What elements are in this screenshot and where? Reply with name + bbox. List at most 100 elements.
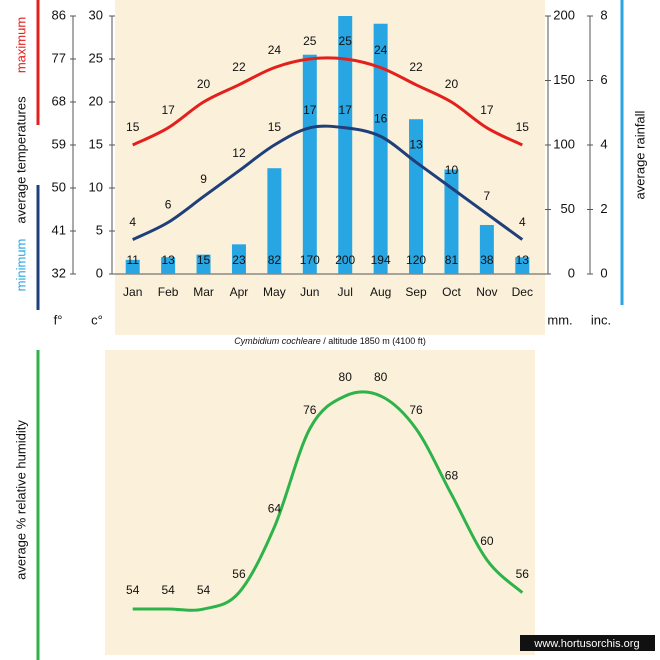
- x-tick-label: Sep: [405, 285, 427, 299]
- bar-label: 120: [406, 253, 426, 267]
- x-tick-label: Jun: [300, 285, 319, 299]
- tick-label: 0: [96, 265, 103, 280]
- bar-label: 170: [300, 253, 320, 267]
- bar: [302, 54, 317, 275]
- tick-label: 6: [600, 72, 607, 87]
- tick-label: 59: [52, 136, 66, 151]
- bar: [231, 244, 246, 274]
- tick-label: 2: [600, 201, 607, 216]
- bar-label: 11: [126, 253, 139, 267]
- point-label: 22: [409, 60, 423, 74]
- bar: [125, 259, 140, 274]
- point-label: 24: [374, 43, 388, 57]
- watermark: www.hortusorchis.org: [533, 638, 639, 650]
- point-label: 15: [268, 120, 282, 134]
- plot-background: [105, 350, 535, 655]
- legend-min: minimum: [13, 239, 28, 292]
- bar: [161, 257, 176, 274]
- x-tick-label: Aug: [370, 285, 391, 299]
- bar-label: 81: [445, 253, 459, 267]
- point-label: 76: [303, 403, 317, 417]
- x-tick-label: Jan: [123, 285, 142, 299]
- point-label: 56: [516, 567, 530, 581]
- point-label: 76: [409, 403, 423, 417]
- bar-label: 15: [197, 253, 211, 267]
- point-label: 13: [409, 137, 423, 151]
- point-label: 7: [484, 189, 491, 203]
- x-tick-label: Nov: [476, 285, 497, 299]
- point-label: 64: [268, 501, 282, 515]
- y2-axis-label: average rainfall: [632, 110, 647, 199]
- tick-label: 68: [52, 93, 66, 108]
- x-tick-label: Jul: [338, 285, 353, 299]
- tick-label: 30: [89, 7, 103, 22]
- tick-label: 4: [600, 136, 607, 151]
- line: [132, 124, 524, 241]
- plot-background: [115, 0, 545, 335]
- point-label: 80: [339, 370, 353, 384]
- bar-label: 200: [335, 253, 355, 267]
- bar-label: 38: [480, 253, 494, 267]
- point-label: 17: [161, 103, 175, 117]
- point-label: 56: [232, 567, 246, 581]
- point-label: 25: [339, 34, 353, 48]
- bar: [267, 168, 282, 274]
- x-tick-label: Dec: [512, 285, 533, 299]
- point-label: 6: [165, 198, 172, 212]
- tick-label: 0: [600, 265, 607, 280]
- tick-label: 8: [600, 7, 607, 22]
- point-label: 4: [519, 215, 526, 229]
- y-axis-label: average temperatures: [13, 96, 28, 224]
- tick-label: 32: [52, 265, 66, 280]
- point-label: 17: [303, 103, 317, 117]
- point-label: 20: [445, 77, 459, 91]
- bar: [373, 23, 388, 274]
- caption: Cymbidium cochleare / altitude 1850 m (4…: [234, 336, 426, 346]
- tick-label: 20: [89, 93, 103, 108]
- tick-label: 0: [568, 265, 575, 280]
- bar-label: 23: [232, 253, 246, 267]
- line: [132, 56, 523, 147]
- x-tick-label: Mar: [193, 285, 214, 299]
- point-label: 80: [374, 370, 388, 384]
- point-label: 54: [197, 583, 211, 597]
- point-label: 54: [126, 583, 140, 597]
- point-label: 10: [445, 163, 459, 177]
- point-label: 60: [480, 534, 494, 548]
- point-label: 15: [126, 120, 140, 134]
- point-label: 12: [232, 146, 246, 160]
- humidity-label: average % relative humidity: [13, 420, 28, 580]
- tick-label: 200: [553, 7, 575, 22]
- point-label: 24: [268, 43, 282, 57]
- tick-label: 86: [52, 7, 66, 22]
- bar-label: 82: [268, 253, 282, 267]
- bar: [196, 254, 211, 274]
- point-label: 20: [197, 77, 211, 91]
- tick-label: 77: [52, 50, 66, 65]
- unit-label: inc.: [591, 312, 611, 327]
- bar: [338, 16, 353, 274]
- caption-species: Cymbidium cochleare: [234, 336, 321, 346]
- tick-label: 100: [553, 136, 575, 151]
- tick-label: 25: [89, 50, 103, 65]
- line: [132, 390, 524, 612]
- x-tick-label: May: [263, 285, 286, 299]
- tick-label: 41: [52, 222, 66, 237]
- x-tick-label: Feb: [158, 285, 179, 299]
- x-tick-label: Apr: [230, 285, 249, 299]
- tick-label: 10: [89, 179, 103, 194]
- unit-label: c°: [91, 312, 103, 327]
- tick-label: 50: [561, 201, 575, 216]
- point-label: 68: [445, 468, 459, 482]
- bar: [515, 257, 530, 274]
- tick-label: 50: [52, 179, 66, 194]
- tick-label: 15: [89, 136, 103, 151]
- x-tick-label: Oct: [442, 285, 461, 299]
- tick-label: 150: [553, 72, 575, 87]
- unit-label: f°: [54, 312, 63, 327]
- tick-label: 5: [96, 222, 103, 237]
- bar-label: 13: [161, 253, 175, 267]
- bar-label: 194: [371, 253, 391, 267]
- point-label: 17: [339, 103, 353, 117]
